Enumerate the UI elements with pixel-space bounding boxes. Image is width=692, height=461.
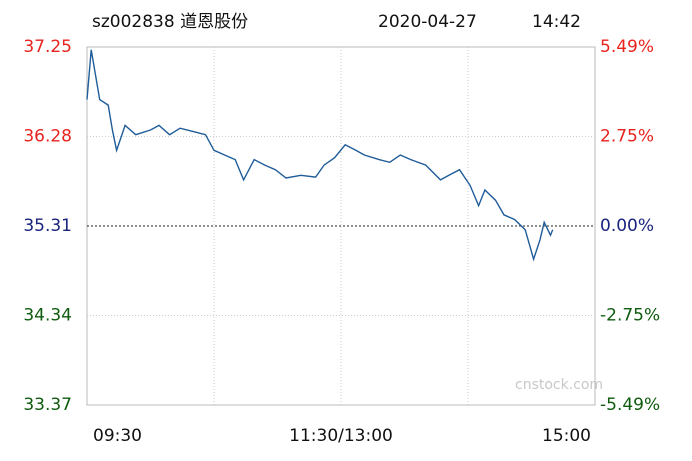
y2-tick-label: 5.49% bbox=[600, 37, 654, 57]
y2-tick-label: -5.49% bbox=[600, 395, 660, 415]
y-tick-label: 37.25 bbox=[23, 37, 72, 57]
price-line bbox=[86, 49, 554, 262]
x-tick-label: 09:30 bbox=[93, 426, 142, 446]
x-tick-label: 11:30/13:00 bbox=[289, 426, 393, 446]
y-tick-label: 36.28 bbox=[23, 127, 72, 147]
date: 2020-04-27 bbox=[378, 12, 477, 32]
y2-tick-label: -2.75% bbox=[600, 306, 660, 326]
y2-tick-label: 2.75% bbox=[600, 126, 654, 146]
y2-tick-label: 0.00% bbox=[600, 216, 654, 236]
x-tick-label: 15:00 bbox=[542, 426, 591, 446]
time: 14:42 bbox=[532, 12, 581, 32]
watermark: cnstock.com bbox=[515, 377, 603, 393]
y-tick-label: 34.34 bbox=[23, 306, 72, 326]
y-tick-label: 35.31 bbox=[23, 216, 72, 236]
symbol: sz002838 道恩股份 bbox=[92, 12, 248, 32]
y-tick-label: 33.37 bbox=[23, 395, 72, 415]
